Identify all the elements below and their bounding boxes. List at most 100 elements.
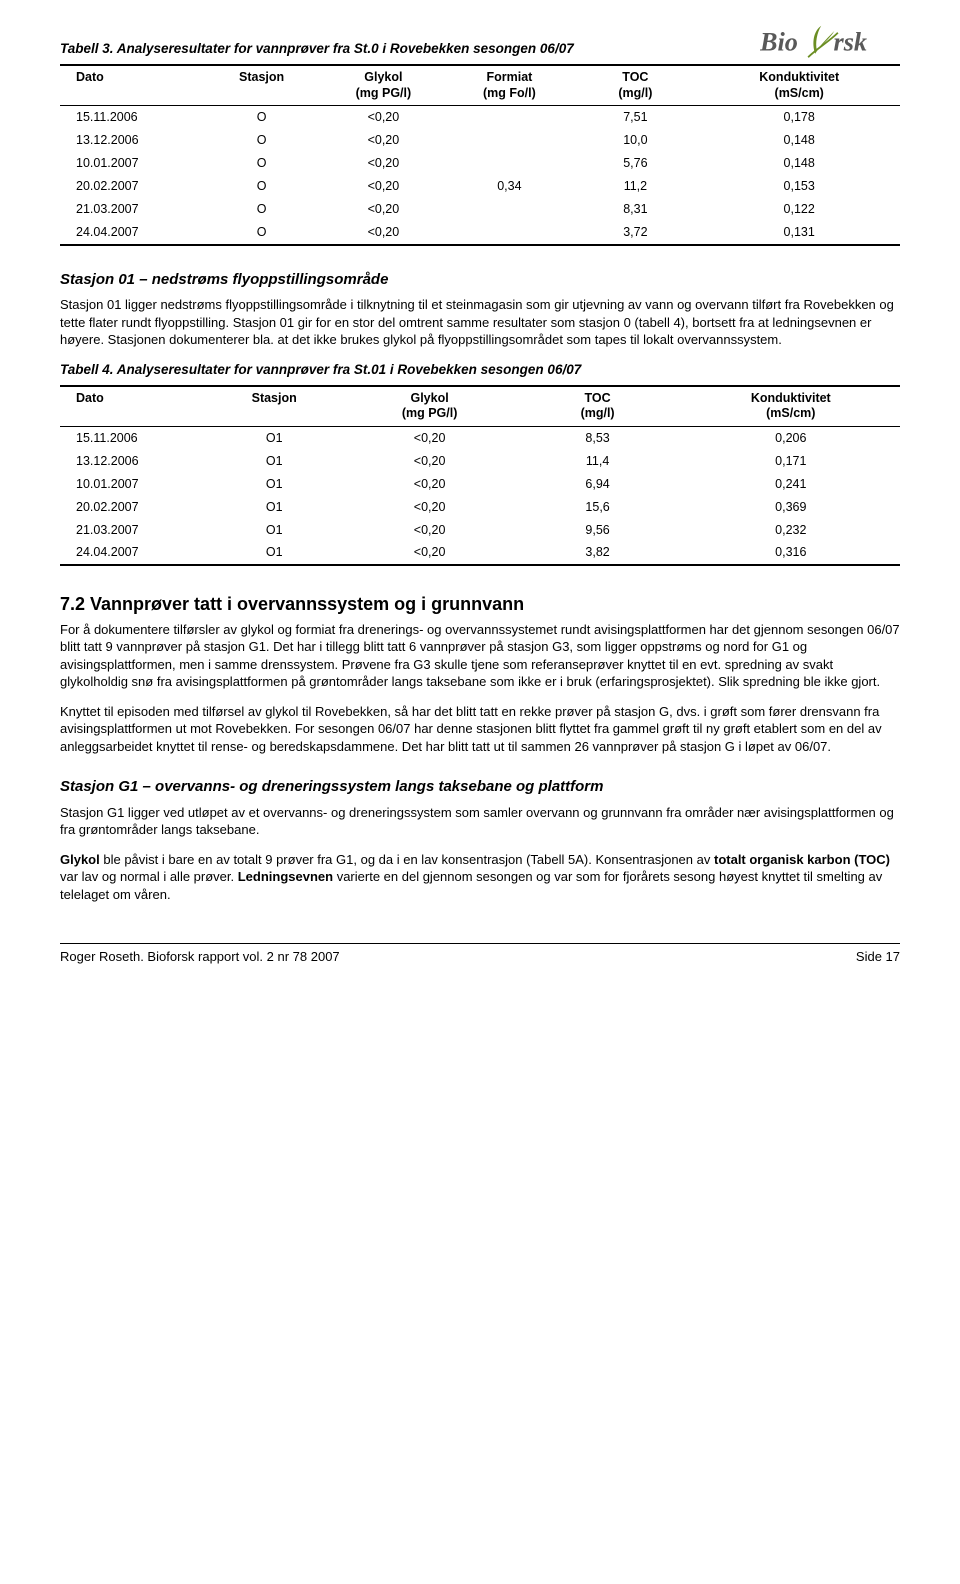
table-cell: <0,20 xyxy=(320,198,446,221)
g1-text-2: var lav og normal i alle prøver. xyxy=(60,869,238,884)
table-cell: 20.02.2007 xyxy=(60,175,203,198)
table-cell: 15.11.2006 xyxy=(60,427,203,450)
table-cell: <0,20 xyxy=(346,519,514,542)
table-cell: <0,20 xyxy=(346,427,514,450)
table-cell: 24.04.2007 xyxy=(60,541,203,565)
table-cell: 0,122 xyxy=(698,198,900,221)
table-cell: 3,82 xyxy=(514,541,682,565)
table-row: 20.02.2007O<0,200,3411,20,153 xyxy=(60,175,900,198)
table-row: 15.11.2006O<0,207,510,178 xyxy=(60,106,900,129)
table-cell: <0,20 xyxy=(320,221,446,245)
table-cell: O xyxy=(203,175,321,198)
table-cell: 21.03.2007 xyxy=(60,519,203,542)
table-cell: 0,171 xyxy=(682,450,900,473)
svg-text:Bio: Bio xyxy=(760,27,798,56)
table-header: Glykol(mg PG/l) xyxy=(320,65,446,106)
table-cell xyxy=(446,221,572,245)
toc-bold: totalt organisk karbon (TOC) xyxy=(714,852,890,867)
table-row: 24.04.2007O<0,20 3,720,131 xyxy=(60,221,900,245)
table-cell: 3,72 xyxy=(572,221,698,245)
table-cell xyxy=(446,198,572,221)
table-header: Stasjon xyxy=(203,65,321,106)
stationG1-heading: Stasjon G1 – overvanns- og dreneringssys… xyxy=(60,777,900,797)
table-cell: 11,2 xyxy=(572,175,698,198)
table-cell: 0,131 xyxy=(698,221,900,245)
table-cell: 0,148 xyxy=(698,152,900,175)
table-cell: 6,94 xyxy=(514,473,682,496)
table-cell xyxy=(446,152,572,175)
table-cell: 0,148 xyxy=(698,129,900,152)
table-cell: O xyxy=(203,106,321,129)
table4-caption: Tabell 4. Analyseresultater for vannprøv… xyxy=(60,361,900,379)
table-cell: 0,232 xyxy=(682,519,900,542)
table-cell: 0,241 xyxy=(682,473,900,496)
table-cell: O1 xyxy=(203,496,346,519)
g1-text-1: ble påvist i bare en av totalt 9 prøver … xyxy=(100,852,714,867)
table-cell: <0,20 xyxy=(320,152,446,175)
table-row: 20.02.2007O1<0,2015,60,369 xyxy=(60,496,900,519)
glykol-bold: Glykol xyxy=(60,852,100,867)
table-cell: <0,20 xyxy=(320,129,446,152)
table-cell: 8,53 xyxy=(514,427,682,450)
table-cell: O1 xyxy=(203,427,346,450)
table-header: Stasjon xyxy=(203,386,346,427)
table-row: 21.03.2007O<0,20 8,310,122 xyxy=(60,198,900,221)
table-cell: O xyxy=(203,221,321,245)
table-row: 21.03.2007O1<0,209,560,232 xyxy=(60,519,900,542)
table-cell: 10.01.2007 xyxy=(60,473,203,496)
table-cell: O xyxy=(203,198,321,221)
table-cell: <0,20 xyxy=(346,496,514,519)
table-cell: 5,76 xyxy=(572,152,698,175)
stationG1-para2: Glykol ble påvist i bare en av totalt 9 … xyxy=(60,851,900,904)
table-cell: O xyxy=(203,129,321,152)
table-row: 15.11.2006O1<0,208,530,206 xyxy=(60,427,900,450)
section-7-2-para1: For å dokumentere tilførsler av glykol o… xyxy=(60,621,900,691)
bioforsk-logo: Bio rsk xyxy=(760,24,900,61)
table-header: Konduktivitet(mS/cm) xyxy=(698,65,900,106)
station01-heading: Stasjon 01 – nedstrøms flyoppstillingsom… xyxy=(60,270,900,290)
table-row: 13.12.2006O<0,20 10,00,148 xyxy=(60,129,900,152)
page-footer: Roger Roseth. Bioforsk rapport vol. 2 nr… xyxy=(60,943,900,966)
table-cell: <0,20 xyxy=(346,541,514,565)
footer-right: Side 17 xyxy=(856,948,900,966)
table-header: Glykol(mg PG/l) xyxy=(346,386,514,427)
table-cell: 0,153 xyxy=(698,175,900,198)
table-cell xyxy=(446,106,572,129)
table-cell: 20.02.2007 xyxy=(60,496,203,519)
table-cell: 0,206 xyxy=(682,427,900,450)
table-cell: 10,0 xyxy=(572,129,698,152)
table-cell: 0,316 xyxy=(682,541,900,565)
table-cell: 0,369 xyxy=(682,496,900,519)
table-cell: <0,20 xyxy=(346,473,514,496)
table-cell: 21.03.2007 xyxy=(60,198,203,221)
ledningsevnen-bold: Ledningsevnen xyxy=(238,869,333,884)
table-row: 13.12.2006O1<0,2011,40,171 xyxy=(60,450,900,473)
table-cell: 8,31 xyxy=(572,198,698,221)
table-header: TOC(mg/l) xyxy=(572,65,698,106)
table-cell: O1 xyxy=(203,450,346,473)
table-cell: <0,20 xyxy=(320,175,446,198)
table-cell: 15,6 xyxy=(514,496,682,519)
table-cell: O1 xyxy=(203,519,346,542)
table-cell xyxy=(446,129,572,152)
table-row: 24.04.2007O1<0,203,820,316 xyxy=(60,541,900,565)
station01-paragraph: Stasjon 01 ligger nedstrøms flyoppstilli… xyxy=(60,296,900,349)
section-7-2-para2: Knyttet til episoden med tilførsel av gl… xyxy=(60,703,900,756)
table-cell: 24.04.2007 xyxy=(60,221,203,245)
table-cell: 15.11.2006 xyxy=(60,106,203,129)
table-cell: 0,34 xyxy=(446,175,572,198)
table-cell: <0,20 xyxy=(320,106,446,129)
table-cell: 13.12.2006 xyxy=(60,450,203,473)
table3: DatoStasjonGlykol(mg PG/l)Formiat(mg Fo/… xyxy=(60,64,900,246)
svg-text:rsk: rsk xyxy=(834,27,868,56)
table-cell: 13.12.2006 xyxy=(60,129,203,152)
table4: DatoStasjonGlykol(mg PG/l)TOC(mg/l)Kondu… xyxy=(60,385,900,567)
table-header: TOC(mg/l) xyxy=(514,386,682,427)
stationG1-para1: Stasjon G1 ligger ved utløpet av et over… xyxy=(60,804,900,839)
table-header: Dato xyxy=(60,386,203,427)
footer-left: Roger Roseth. Bioforsk rapport vol. 2 nr… xyxy=(60,948,340,966)
table-row: 10.01.2007O1<0,206,940,241 xyxy=(60,473,900,496)
table-cell: 0,178 xyxy=(698,106,900,129)
table-cell: O xyxy=(203,152,321,175)
table-cell: 9,56 xyxy=(514,519,682,542)
